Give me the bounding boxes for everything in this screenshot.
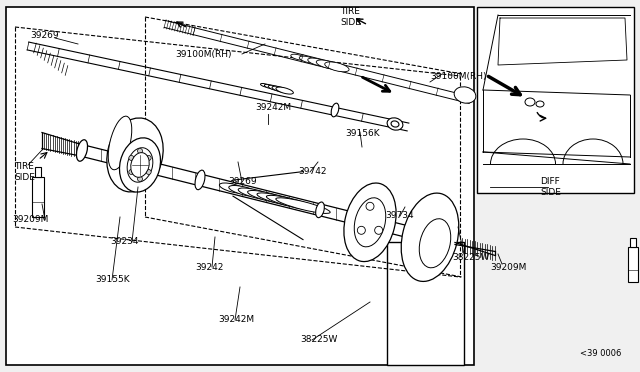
Ellipse shape (76, 140, 88, 161)
Text: 39242M: 39242M (218, 315, 254, 324)
Ellipse shape (401, 193, 459, 282)
Text: <39 0006: <39 0006 (580, 350, 621, 359)
Text: 39155K: 39155K (95, 276, 130, 285)
Text: 38225W: 38225W (452, 253, 490, 263)
Ellipse shape (131, 153, 149, 177)
Ellipse shape (276, 198, 330, 214)
Ellipse shape (127, 148, 153, 182)
Ellipse shape (316, 60, 338, 69)
Text: 38225W: 38225W (300, 336, 337, 344)
Ellipse shape (454, 87, 476, 103)
Text: 39209M: 39209M (490, 263, 526, 272)
Ellipse shape (264, 84, 276, 89)
Text: 39269: 39269 (228, 177, 257, 186)
Text: 39742: 39742 (298, 167, 326, 176)
Bar (6, 7, 474, 365)
Text: 39734: 39734 (385, 212, 413, 221)
Bar (387, 242, 464, 365)
Bar (477, 7, 634, 193)
Text: 39242M: 39242M (255, 103, 291, 112)
Ellipse shape (300, 56, 316, 63)
Ellipse shape (138, 176, 143, 182)
Ellipse shape (238, 188, 275, 200)
Text: 39156K: 39156K (345, 129, 380, 138)
Text: TIRE
SIDE: TIRE SIDE (340, 7, 361, 27)
Ellipse shape (107, 118, 163, 192)
Bar (35, 167, 41, 177)
Ellipse shape (316, 202, 324, 218)
Ellipse shape (260, 83, 270, 87)
Ellipse shape (324, 62, 349, 72)
Ellipse shape (291, 54, 305, 60)
Ellipse shape (276, 87, 293, 94)
Text: 39100M(RH): 39100M(RH) (175, 49, 232, 58)
Ellipse shape (419, 219, 451, 268)
Ellipse shape (366, 202, 374, 210)
Text: 39242: 39242 (195, 263, 223, 272)
Ellipse shape (344, 183, 396, 262)
Text: DIFF
SIDE: DIFF SIDE (540, 177, 561, 197)
Ellipse shape (129, 155, 134, 160)
Bar (630, 238, 636, 247)
Ellipse shape (228, 186, 260, 196)
Text: 39100M(RH): 39100M(RH) (430, 73, 486, 81)
Ellipse shape (357, 226, 365, 234)
Ellipse shape (331, 103, 339, 117)
Text: 39269: 39269 (30, 32, 59, 41)
Ellipse shape (272, 86, 287, 92)
Ellipse shape (387, 118, 403, 130)
Ellipse shape (195, 170, 205, 190)
Bar (628, 247, 638, 282)
Text: TIRE
SIDE: TIRE SIDE (14, 162, 35, 182)
Ellipse shape (268, 85, 282, 91)
Ellipse shape (129, 170, 134, 174)
Ellipse shape (120, 138, 161, 192)
Text: 39234: 39234 (110, 237, 138, 247)
Ellipse shape (220, 183, 246, 193)
Ellipse shape (248, 190, 289, 203)
Ellipse shape (391, 121, 399, 127)
Ellipse shape (536, 101, 544, 107)
Ellipse shape (257, 193, 302, 206)
Bar (32, 177, 44, 217)
Ellipse shape (525, 98, 535, 106)
Ellipse shape (374, 226, 383, 234)
Ellipse shape (138, 148, 143, 154)
Ellipse shape (308, 58, 327, 66)
Ellipse shape (146, 155, 151, 160)
Text: 39209M: 39209M (12, 215, 49, 224)
Ellipse shape (146, 170, 151, 174)
Ellipse shape (266, 195, 316, 210)
Ellipse shape (354, 198, 386, 247)
Ellipse shape (108, 116, 132, 170)
